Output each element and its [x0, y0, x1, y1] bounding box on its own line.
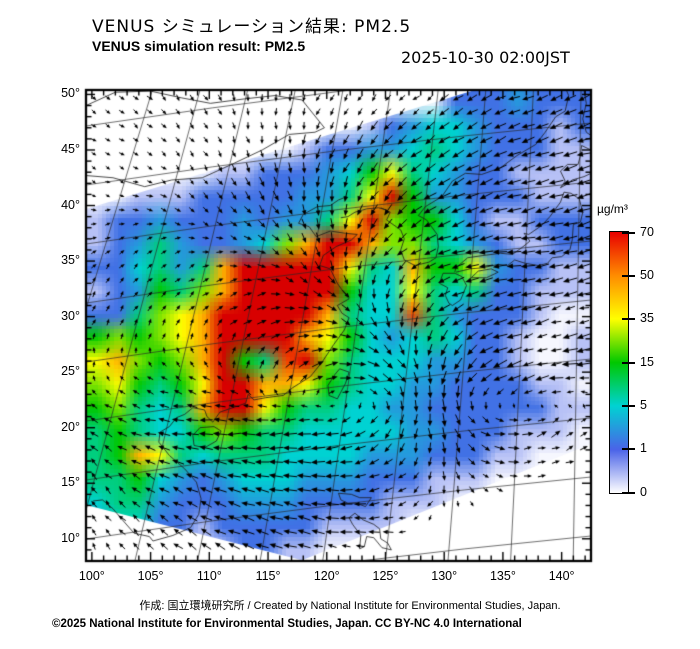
lat-axis-tick-label: 10° [61, 530, 80, 545]
lat-axis-tick-label: 40° [61, 197, 80, 212]
lat-axis-tick-label: 50° [61, 86, 80, 101]
lon-axis-tick-label: 105° [137, 569, 164, 583]
page-title-japanese: VENUS シミュレーション結果: PM2.5 [92, 17, 412, 37]
lat-axis-tick-label: 15° [61, 475, 80, 490]
lon-axis-tick-label: 140° [548, 569, 575, 583]
copyright-line: ©2025 National Institute for Environment… [52, 618, 522, 630]
lon-axis-tick-label: 100° [78, 569, 105, 583]
lon-axis-tick-label: 120° [313, 569, 340, 583]
colorbar-tick-mark [622, 448, 635, 451]
colorbar-tick-label: 50 [640, 267, 654, 282]
colorbar-tick-mark [622, 404, 635, 407]
colorbar-tick-mark [622, 231, 635, 234]
colorbar-tick-mark [622, 361, 635, 364]
colorbar-tick-label: 0 [640, 484, 647, 499]
lon-axis-tick-label: 110° [196, 569, 222, 583]
colorbar-tick-label: 35 [640, 311, 654, 326]
lat-axis-tick-label: 30° [61, 308, 80, 323]
lon-axis-tick-label: 125° [372, 569, 399, 583]
attribution-line: 作成: 国立環境研究所 / Created by National Instit… [139, 600, 561, 612]
lat-axis-tick-label: 35° [61, 253, 80, 268]
colorbar-unit-label: µg/m³ [597, 202, 628, 216]
lon-axis-tick-label: 115° [255, 569, 281, 583]
simulation-timestamp: 2025-10-30 02:00JST [401, 48, 570, 67]
colorbar-tick-label: 5 [640, 397, 647, 412]
colorbar-tick-mark [622, 318, 635, 321]
colorbar-tick-mark [622, 274, 635, 277]
colorbar-tick-label: 15 [640, 354, 654, 369]
lat-axis-tick-label: 25° [61, 364, 80, 379]
lat-axis-tick-label: 20° [61, 419, 80, 434]
colorbar-tick-label: 70 [640, 224, 654, 239]
page-title-english: VENUS simulation result: PM2.5 [92, 38, 306, 54]
colorbar-tick-label: 1 [640, 441, 647, 456]
lat-axis-tick-label: 45° [61, 141, 80, 156]
lon-axis-tick-label: 135° [489, 569, 516, 583]
lon-axis-tick-label: 130° [431, 569, 458, 583]
colorbar-tick-mark [622, 491, 635, 494]
